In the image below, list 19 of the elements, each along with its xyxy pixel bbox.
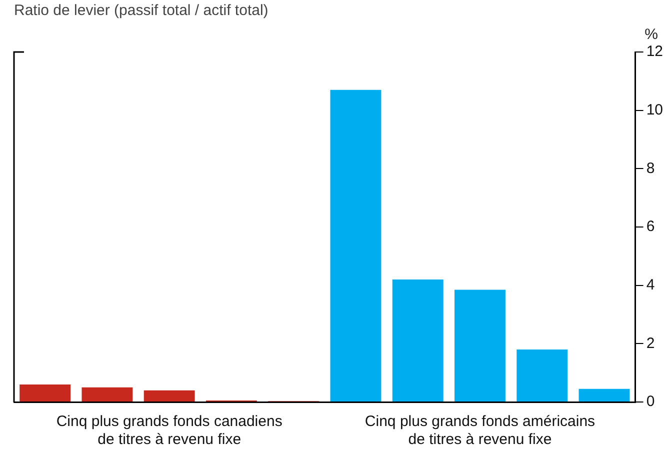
bar — [20, 384, 71, 402]
bar — [516, 350, 568, 402]
y-tick-label: 0 — [646, 393, 655, 410]
bar — [82, 387, 133, 402]
bar — [454, 290, 506, 402]
y-tick-label: 12 — [646, 43, 664, 60]
bar — [144, 390, 195, 402]
y-tick-label: 6 — [646, 218, 655, 236]
chart-title: Ratio de levier (passif total / actif total) — [14, 2, 268, 19]
bar — [392, 280, 444, 402]
y-axis-title: % — [644, 26, 658, 43]
x-tick-label: Cinq plus grands fonds américains de titres à revenu fixe — [364, 413, 596, 448]
y-tick-label: 10 — [646, 101, 664, 118]
x-tick-label: Cinq plus grands fonds canadiens de titres à revenu fixe — [56, 413, 282, 448]
y-tick-label: 4 — [646, 276, 655, 294]
y-tick-label: 2 — [646, 334, 655, 352]
y-tick-label: 8 — [646, 160, 655, 177]
bar — [330, 90, 382, 402]
bar — [578, 388, 630, 402]
